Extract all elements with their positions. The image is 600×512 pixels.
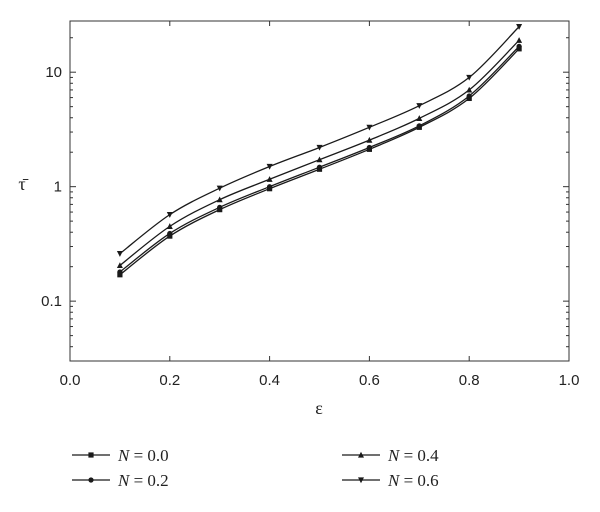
y-tick-label: 0.1 <box>41 293 62 310</box>
data-point <box>466 86 473 93</box>
data-point <box>366 144 372 151</box>
legend-item: N = 0.6 <box>342 471 439 490</box>
data-point <box>267 184 273 190</box>
data-point <box>116 251 123 257</box>
data-point <box>466 74 473 81</box>
data-point <box>416 115 423 121</box>
legend: N = 0.0N = 0.2N = 0.4N = 0.6 <box>72 446 439 490</box>
legend-label-var: N <box>117 471 131 490</box>
series-3 <box>116 24 523 257</box>
x-tick-label: 0.2 <box>159 372 180 389</box>
data-point <box>316 164 323 170</box>
data-point <box>117 269 123 275</box>
legend-label-value: = 0.0 <box>129 446 168 465</box>
data-point <box>167 233 173 239</box>
data-point <box>516 37 523 43</box>
legend-label-value: = 0.4 <box>399 446 439 465</box>
series-line <box>119 39 520 266</box>
series-2 <box>116 37 523 269</box>
data-point <box>167 230 173 237</box>
data-point <box>166 223 173 229</box>
legend-marker <box>88 452 94 458</box>
data-point <box>366 136 373 143</box>
data-point <box>416 123 422 129</box>
data-point <box>466 93 472 99</box>
data-point <box>266 163 273 170</box>
data-point <box>516 24 523 30</box>
x-tick-label: 0.8 <box>459 372 480 389</box>
legend-label: N = 0.4 <box>387 446 439 465</box>
x-tick-label: 0.6 <box>359 372 380 389</box>
legend-label-value: = 0.6 <box>399 471 438 490</box>
axis-ticks: 0.0 0.2 0.4 0.6 0.8 1.0 0.1 1 10 <box>41 21 579 389</box>
x-tick-label: 0.4 <box>259 372 280 389</box>
data-point <box>416 103 423 109</box>
legend-marker <box>358 451 364 458</box>
legend-label: N = 0.2 <box>117 471 169 490</box>
legend-label: N = 0.6 <box>387 471 439 490</box>
data-point <box>216 196 223 203</box>
y-tick-label: 10 <box>45 64 62 81</box>
legend-item: N = 0.0 <box>72 446 169 465</box>
data-point <box>117 272 123 278</box>
legend-item: N = 0.2 <box>72 471 169 490</box>
legend-label-var: N <box>387 471 401 490</box>
x-axis-title: ε <box>315 398 323 418</box>
data-point <box>366 124 373 131</box>
data-point <box>266 176 273 182</box>
legend-marker <box>358 477 364 484</box>
x-tick-label: 0.0 <box>60 372 81 389</box>
data-point <box>316 156 323 163</box>
data-point <box>216 185 223 192</box>
series-group <box>116 24 523 278</box>
legend-label-var: N <box>387 446 401 465</box>
y-tick-label: 1 <box>54 179 62 196</box>
y-axis-title: τ̄ <box>18 174 28 194</box>
legend-label: N = 0.0 <box>117 446 169 465</box>
data-point <box>516 43 522 49</box>
data-point <box>116 262 123 269</box>
legend-label-var: N <box>117 446 131 465</box>
plot-frame <box>69 20 570 362</box>
x-tick-label: 1.0 <box>559 372 580 389</box>
data-point <box>166 212 173 218</box>
series-1 <box>117 43 522 275</box>
legend-label-value: = 0.2 <box>129 471 168 490</box>
legend-item: N = 0.4 <box>342 446 439 465</box>
data-point <box>217 204 223 210</box>
legend-marker <box>88 477 94 483</box>
data-point <box>316 144 323 151</box>
